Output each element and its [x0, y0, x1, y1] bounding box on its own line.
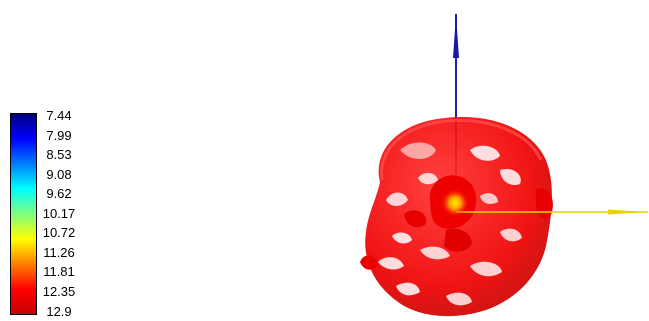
colorbar-label: 7.99	[46, 128, 72, 143]
colorbar-label: 9.62	[46, 186, 72, 201]
colorbar-label: 10.72	[42, 225, 76, 240]
colorbar-label: 9.08	[46, 167, 72, 182]
colorbar-label: 12.35	[42, 284, 76, 299]
colorbar-label: 8.53	[46, 147, 72, 162]
x-axis	[456, 209, 648, 215]
color-scale-bar	[10, 113, 37, 315]
colorbar-label: 12.9	[46, 304, 72, 319]
colorbar-label: 11.81	[43, 264, 75, 279]
isosurface-shell	[360, 117, 553, 317]
colorbar-label: 7.44	[46, 108, 72, 123]
colorbar-label: 10.17	[42, 206, 76, 221]
core-highlight	[441, 189, 469, 217]
colorbar-label: 11.26	[43, 245, 75, 260]
